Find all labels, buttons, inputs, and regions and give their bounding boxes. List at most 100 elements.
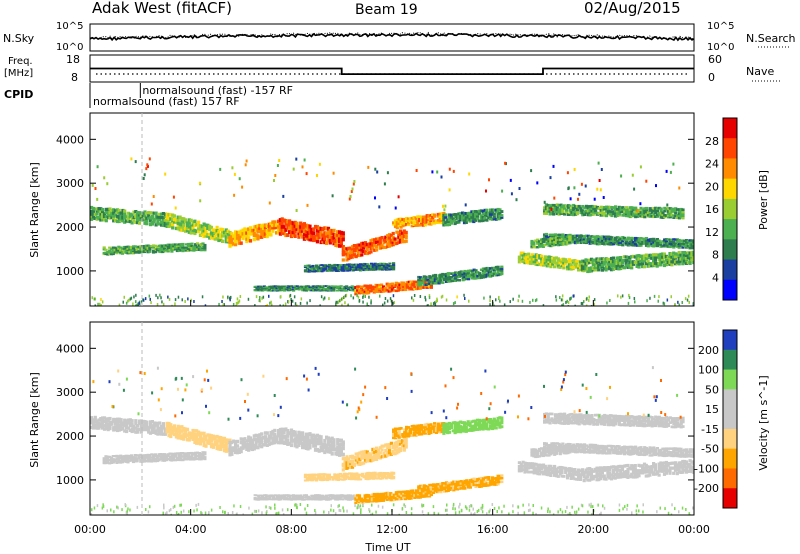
velocity-cell (402, 444, 406, 448)
power-cell (444, 215, 448, 219)
power-cell (681, 210, 685, 214)
power-cell (268, 289, 272, 292)
velocity-cell (341, 442, 345, 447)
velocity-cell (104, 455, 108, 458)
velocity-cell (172, 452, 176, 455)
power-cell (157, 244, 161, 247)
power-speckle (518, 294, 520, 298)
power-cell (401, 221, 405, 225)
power-cell (420, 221, 424, 225)
velocity-cell (348, 496, 352, 499)
velocity-cell (190, 456, 194, 460)
power-cell (639, 254, 643, 259)
power-cell (145, 216, 149, 220)
velocity-cell (397, 450, 401, 454)
power-speckle (542, 304, 545, 306)
cpid-row: CPID normalsound (fast) -157 RF normalso… (4, 83, 293, 108)
power-sparse-point (268, 201, 271, 205)
power-cell (581, 238, 585, 241)
power-cell (459, 273, 463, 276)
power-cell (176, 218, 180, 222)
velocity-cell (148, 423, 153, 427)
power-cell (665, 207, 669, 211)
power-cell (145, 222, 149, 226)
nave-tick-high: 60 (708, 53, 722, 66)
power-cell (437, 275, 441, 279)
power-cell (194, 245, 198, 248)
velocity-cell (275, 494, 279, 497)
velocity-cell (371, 458, 375, 462)
velocity-cell (102, 416, 107, 420)
power-cell (555, 210, 559, 214)
power-cell (161, 220, 165, 224)
power-cell (317, 235, 321, 240)
power-speckle (432, 302, 435, 306)
velocity-cell (139, 430, 143, 434)
velocity-cell (191, 437, 195, 441)
velocity-cell (397, 433, 401, 437)
power-cell (354, 289, 358, 292)
power-cell (350, 255, 355, 259)
power-cell (525, 259, 529, 263)
power-cell (577, 264, 581, 268)
velocity-cell (206, 433, 210, 437)
power-cell (650, 214, 654, 218)
power-cell (275, 285, 279, 288)
power-cell (257, 287, 261, 290)
power-cell (668, 210, 672, 213)
power-cell (534, 239, 538, 242)
power-cell (437, 274, 441, 277)
power-cell (657, 243, 661, 246)
power-speckle (289, 293, 292, 297)
power-cell (282, 218, 286, 223)
power-cell (338, 239, 342, 244)
velocity-cell (150, 420, 154, 424)
power-cell (402, 287, 406, 290)
power-cell (332, 285, 336, 288)
velocity-cell (313, 447, 318, 452)
velocity-cell (141, 423, 145, 427)
power-cell (402, 281, 406, 284)
power-cell (463, 272, 467, 275)
velocity-cell (189, 432, 193, 436)
velocity-cell (264, 496, 268, 499)
power-cell (147, 214, 151, 218)
velocity-cell (106, 460, 110, 463)
velocity-cell (393, 452, 397, 456)
power-speckle (262, 295, 265, 299)
velocity-cell (295, 439, 299, 444)
power-cell (626, 263, 630, 267)
velocity-cell (405, 432, 409, 436)
power-cell (611, 259, 615, 264)
velocity-cell (188, 452, 192, 455)
power-cell (419, 283, 423, 287)
velocity-cell (423, 432, 427, 435)
power-cell (595, 240, 599, 243)
power-sparse-point (305, 172, 308, 176)
power-cell (404, 236, 408, 240)
power-cell (250, 228, 254, 233)
velocity-cell (284, 494, 288, 496)
velocity-cell (164, 457, 168, 460)
velocity-cell (346, 494, 351, 496)
power-sparse-point (152, 195, 155, 198)
power-cell (558, 266, 562, 269)
power-cell (331, 268, 335, 271)
power-cell (362, 243, 366, 248)
power-cell (119, 215, 123, 219)
power-speckle (239, 295, 242, 298)
velocity-cell (113, 422, 118, 426)
power-cell (601, 237, 605, 240)
power-cell (256, 229, 260, 234)
power-cell (679, 257, 683, 261)
power-cell (130, 245, 134, 249)
power-speckle (585, 297, 588, 301)
power-cell (620, 264, 625, 268)
power-sparse-point (383, 182, 386, 186)
power-cell (219, 233, 223, 237)
power-cell (637, 239, 641, 242)
power-cell (659, 263, 663, 267)
power-cell (447, 213, 452, 217)
power-speckle (561, 304, 563, 306)
power-cell (683, 261, 687, 265)
